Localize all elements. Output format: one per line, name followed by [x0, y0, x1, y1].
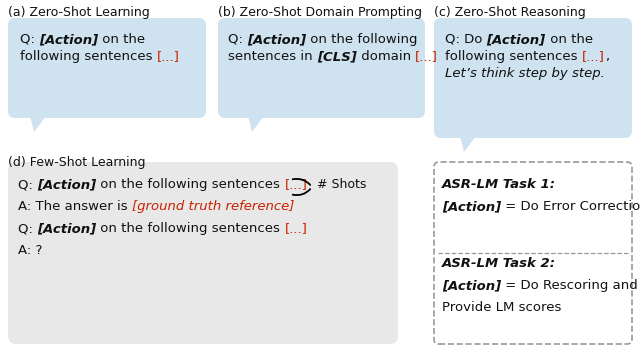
- Text: Q: Do: Q: Do: [445, 33, 486, 46]
- Text: [...]: [...]: [284, 178, 307, 191]
- Text: (d) Few-Shot Learning: (d) Few-Shot Learning: [8, 156, 145, 169]
- Text: = Do Rescoring and: = Do Rescoring and: [501, 279, 638, 292]
- Polygon shape: [460, 136, 476, 152]
- Text: Let’s think step by step.: Let’s think step by step.: [445, 67, 605, 80]
- Polygon shape: [30, 116, 46, 132]
- Text: ,: ,: [605, 50, 609, 63]
- Text: on the following: on the following: [307, 33, 418, 46]
- Text: (a) Zero-Shot Learning: (a) Zero-Shot Learning: [8, 6, 150, 19]
- Text: sentences in: sentences in: [228, 50, 317, 63]
- Text: [...]: [...]: [284, 222, 307, 235]
- Text: [ground truth reference]: [ground truth reference]: [132, 200, 294, 213]
- Text: = Do Error Correction: = Do Error Correction: [501, 200, 640, 213]
- FancyBboxPatch shape: [218, 18, 425, 118]
- Polygon shape: [248, 116, 264, 132]
- Text: A: ?: A: ?: [18, 244, 42, 257]
- Text: [CLS]: [CLS]: [317, 50, 356, 63]
- Text: Q:: Q:: [18, 222, 37, 235]
- Text: on the: on the: [546, 33, 593, 46]
- Text: following sentences: following sentences: [445, 50, 582, 63]
- Text: (b) Zero-Shot Domain Prompting: (b) Zero-Shot Domain Prompting: [218, 6, 422, 19]
- Text: domain: domain: [356, 50, 415, 63]
- Text: [Action]: [Action]: [486, 33, 546, 46]
- Text: Q:: Q:: [18, 178, 37, 191]
- Text: [Action]: [Action]: [247, 33, 307, 46]
- Text: # Shots: # Shots: [317, 178, 366, 190]
- FancyBboxPatch shape: [8, 162, 398, 344]
- Text: [Action]: [Action]: [37, 178, 96, 191]
- Text: [...]: [...]: [582, 50, 605, 63]
- Text: ASR-LM Task 1:: ASR-LM Task 1:: [442, 178, 556, 191]
- Text: on the following sentences: on the following sentences: [96, 178, 284, 191]
- Text: [...]: [...]: [415, 50, 438, 63]
- Text: [Action]: [Action]: [39, 33, 99, 46]
- Text: [Action]: [Action]: [442, 200, 501, 213]
- Text: (c) Zero-Shot Reasoning: (c) Zero-Shot Reasoning: [434, 6, 586, 19]
- FancyBboxPatch shape: [434, 162, 632, 344]
- Text: [Action]: [Action]: [37, 222, 96, 235]
- Text: on the following sentences: on the following sentences: [96, 222, 284, 235]
- Text: ASR-LM Task 2:: ASR-LM Task 2:: [442, 257, 556, 270]
- Text: [...]: [...]: [157, 50, 180, 63]
- Text: A: The answer is: A: The answer is: [18, 200, 132, 213]
- Text: following sentences: following sentences: [20, 50, 157, 63]
- Text: Q:: Q:: [20, 33, 39, 46]
- FancyBboxPatch shape: [8, 18, 206, 118]
- FancyBboxPatch shape: [434, 18, 632, 138]
- Text: [Action]: [Action]: [442, 279, 501, 292]
- Text: Provide LM scores: Provide LM scores: [442, 301, 561, 314]
- Text: Q:: Q:: [228, 33, 247, 46]
- Text: on the: on the: [99, 33, 145, 46]
